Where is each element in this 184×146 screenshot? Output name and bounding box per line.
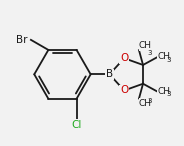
Text: CH: CH xyxy=(158,87,171,96)
Text: 3: 3 xyxy=(148,98,152,104)
Text: CH: CH xyxy=(139,99,152,107)
Text: CH: CH xyxy=(158,52,171,61)
Text: 3: 3 xyxy=(166,92,171,98)
Text: O: O xyxy=(120,85,128,95)
Text: Cl: Cl xyxy=(71,120,82,130)
Text: Br: Br xyxy=(16,35,28,45)
Text: CH: CH xyxy=(139,41,152,50)
Text: O: O xyxy=(120,53,128,63)
Text: B: B xyxy=(106,69,113,79)
Text: 3: 3 xyxy=(148,50,152,56)
Text: 3: 3 xyxy=(166,57,171,63)
